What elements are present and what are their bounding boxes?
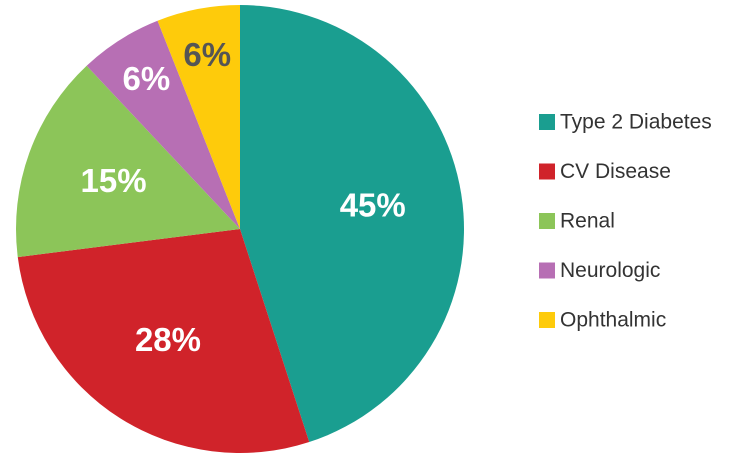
pie-slice bbox=[15, 65, 240, 258]
legend-label: Renal bbox=[560, 210, 615, 233]
legend-label: CV Disease bbox=[560, 160, 671, 183]
legend-label: Neurologic bbox=[560, 259, 660, 282]
legend-swatch bbox=[539, 114, 555, 130]
legend-swatch bbox=[539, 163, 555, 180]
legend-swatch bbox=[539, 213, 555, 229]
legend-label: Type 2 Diabetes bbox=[560, 111, 712, 134]
pie-slice bbox=[17, 229, 310, 453]
pie-slice bbox=[86, 20, 241, 229]
value-label: 15% bbox=[81, 162, 147, 199]
value-label: 6% bbox=[123, 60, 171, 97]
legend-label: Ophthalmic bbox=[560, 309, 666, 332]
value-label: 28% bbox=[135, 321, 201, 358]
legend-swatch bbox=[539, 312, 555, 328]
value-label: 6% bbox=[183, 36, 231, 73]
legend-swatch bbox=[539, 262, 555, 279]
pie-slice bbox=[157, 5, 240, 229]
pie-slice bbox=[240, 5, 465, 443]
value-label: 45% bbox=[340, 187, 406, 224]
